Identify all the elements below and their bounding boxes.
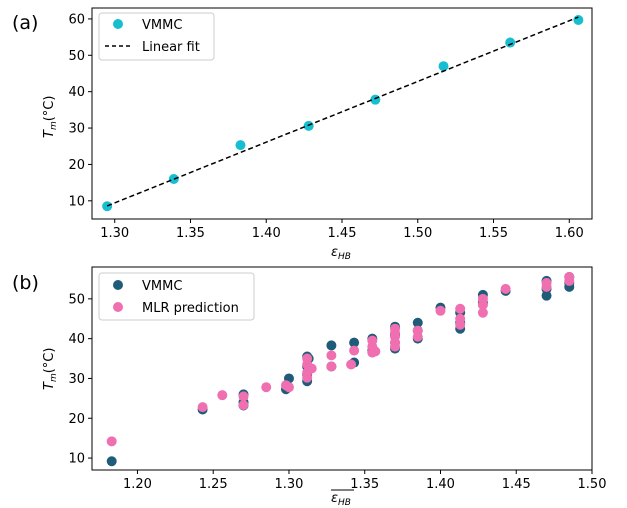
chart-a-point-vmmc bbox=[168, 173, 179, 184]
chart-b-ylabel-sub: m bbox=[49, 373, 59, 382]
chart-a-point-vmmc bbox=[438, 61, 449, 72]
chart-b-xlabel-sub: HB bbox=[338, 498, 351, 508]
chart-b-point-mlr bbox=[326, 361, 337, 372]
legend-b-mlr-label: MLR prediction bbox=[142, 301, 239, 316]
chart-b-point-mlr bbox=[477, 293, 488, 304]
chart-a-xlabel-sub: HB bbox=[338, 252, 351, 262]
chart-b-point-mlr bbox=[197, 402, 208, 413]
chart-b-frame bbox=[91, 266, 593, 471]
chart-b-point-vmmc bbox=[541, 290, 552, 301]
chart-panel-a: 1.30 1.35 1.40 1.45 1.50 1.55 1.60 10 20 30 40 50 60… bbox=[42, 7, 593, 262]
chart-b-ticks: 1.20 1.25 1.30 1.35 1.40 1.45 1.50 10 20 30 40 50 bbox=[68, 292, 606, 492]
chart-a-marks bbox=[102, 15, 584, 212]
chart-b-point-mlr bbox=[455, 303, 466, 314]
chart-a-xtick-label: 1.45 bbox=[328, 226, 357, 241]
legend-a-box bbox=[98, 12, 215, 61]
chart-a-xtick-label: 1.30 bbox=[100, 226, 129, 241]
legend-b-box bbox=[98, 272, 255, 321]
chart-b-point-mlr bbox=[306, 363, 317, 374]
chart-b-xtick-label: 1.20 bbox=[123, 477, 152, 492]
chart-a-point-vmmc bbox=[505, 37, 516, 48]
chart-a-ytick-label: 60 bbox=[68, 12, 85, 27]
chart-b-point-mlr bbox=[217, 390, 228, 401]
panel-label-a: (a) bbox=[12, 12, 38, 34]
chart-a-fit-line bbox=[106, 16, 579, 207]
chart-a-point-vmmc bbox=[235, 140, 246, 151]
chart-b-ytick-label: 40 bbox=[68, 332, 85, 347]
chart-a-xtick-label: 1.40 bbox=[252, 226, 281, 241]
chart-b-point-mlr bbox=[349, 345, 360, 356]
legend-b-vmmc-label: VMMC bbox=[142, 279, 182, 294]
chart-a-frame bbox=[91, 7, 593, 220]
chart-b-point-vmmc bbox=[326, 340, 337, 351]
legend-a-vmmc-marker bbox=[113, 19, 123, 29]
chart-a-ytick-label: 50 bbox=[68, 49, 85, 64]
legend-a-fit-label: Linear fit bbox=[142, 40, 200, 55]
chart-b-xtick-label: 1.40 bbox=[426, 477, 455, 492]
chart-a-ytick-label: 20 bbox=[68, 158, 85, 173]
chart-b-legend: VMMC MLR prediction bbox=[98, 272, 255, 321]
chart-a-xtick-label: 1.50 bbox=[403, 226, 432, 241]
chart-a-ticks: 1.30 1.35 1.40 1.45 1.50 1.55 1.60 10 20 30 40 50 60 bbox=[68, 12, 583, 241]
chart-b-ylabel-main: T bbox=[42, 381, 57, 390]
legend-b-vmmc-marker bbox=[113, 280, 123, 290]
chart-b-point-mlr bbox=[326, 350, 337, 361]
chart-b-xtick-label: 1.45 bbox=[502, 477, 531, 492]
chart-b-point-mlr bbox=[238, 391, 249, 402]
legend-b-mlr-marker bbox=[113, 302, 123, 312]
chart-a-ylabel-unit: (°C) bbox=[42, 96, 57, 122]
chart-a-ytick-label: 30 bbox=[68, 122, 85, 137]
chart-b-point-mlr bbox=[106, 436, 117, 447]
chart-a-ylabel-main: T bbox=[42, 129, 57, 138]
chart-a-xtick-label: 1.55 bbox=[479, 226, 508, 241]
chart-b-point-mlr bbox=[412, 325, 423, 336]
chart-a-xtick-label: 1.35 bbox=[176, 226, 205, 241]
chart-b-point-mlr bbox=[564, 271, 575, 282]
chart-a-ytick-label: 40 bbox=[68, 85, 85, 100]
chart-a-xlabel: εHB bbox=[331, 245, 351, 262]
chart-b-ylabel: Tm(°C) bbox=[42, 348, 59, 390]
chart-b-point-mlr bbox=[477, 307, 488, 318]
chart-b-point-mlr bbox=[541, 277, 552, 288]
chart-b-ytick-label: 20 bbox=[68, 412, 85, 427]
chart-b-point-mlr bbox=[346, 359, 357, 370]
chart-a-xtick-label: 1.60 bbox=[555, 226, 584, 241]
chart-b-point-mlr bbox=[238, 400, 249, 411]
chart-b-marks bbox=[106, 271, 575, 467]
chart-a-point-vmmc bbox=[573, 15, 584, 26]
chart-b-ytick-label: 50 bbox=[68, 292, 85, 307]
panel-label-b: (b) bbox=[12, 272, 39, 294]
chart-a-point-vmmc bbox=[102, 201, 113, 212]
chart-b-point-mlr bbox=[370, 346, 381, 357]
chart-b-point-vmmc bbox=[106, 456, 117, 467]
chart-b-xlabel-main: ε bbox=[331, 491, 338, 506]
chart-b-point-vmmc bbox=[349, 337, 360, 348]
chart-a-ytick-label: 10 bbox=[68, 194, 85, 209]
chart-b-ytick-label: 30 bbox=[68, 372, 85, 387]
chart-a-legend: VMMC Linear fit bbox=[98, 12, 215, 61]
chart-b-point-mlr bbox=[261, 382, 272, 393]
legend-a-vmmc-label: VMMC bbox=[142, 18, 182, 33]
chart-b-point-mlr bbox=[435, 305, 446, 316]
chart-a-point-vmmc bbox=[370, 94, 381, 105]
chart-b-xtick-label: 1.50 bbox=[578, 477, 607, 492]
chart-b-ytick-label: 10 bbox=[68, 452, 85, 467]
chart-b-point-mlr bbox=[390, 323, 401, 334]
chart-b-xtick-label: 1.30 bbox=[274, 477, 303, 492]
chart-a-ylabel-sub: m bbox=[49, 121, 59, 130]
chart-b-point-mlr bbox=[283, 382, 294, 393]
chart-a-ylabel: Tm(°C) bbox=[42, 96, 59, 138]
chart-b-point-vmmc bbox=[412, 317, 423, 328]
chart-b-point-mlr bbox=[455, 313, 466, 324]
chart-panel-b: 1.20 1.25 1.30 1.35 1.40 1.45 1.50 10 20 30 40 50 V… bbox=[42, 266, 606, 508]
chart-b-point-mlr bbox=[500, 283, 511, 294]
chart-b-ylabel-unit: (°C) bbox=[42, 348, 57, 374]
chart-b-xtick-label: 1.25 bbox=[199, 477, 228, 492]
chart-b-point-mlr bbox=[302, 353, 313, 364]
chart-b-xtick-label: 1.35 bbox=[350, 477, 379, 492]
chart-b-xlabel: εHB bbox=[331, 491, 351, 508]
chart-b-point-mlr bbox=[367, 335, 378, 346]
chart-a-xlabel-main: ε bbox=[331, 245, 338, 260]
